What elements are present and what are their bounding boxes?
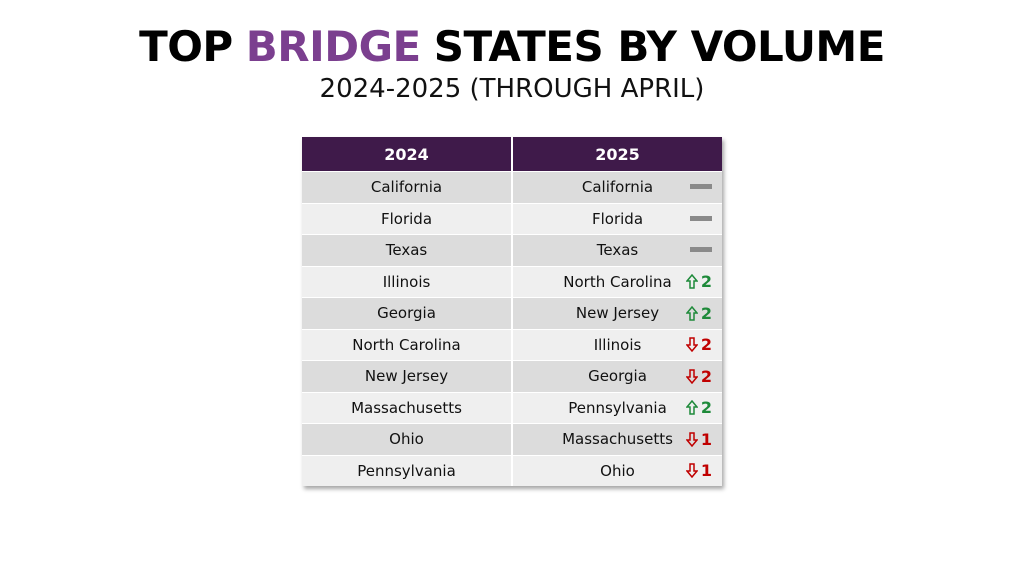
rank-change: 2 [685,361,712,392]
table-row: Texas Texas [302,234,722,266]
arrow-down [685,432,698,447]
rank-change: 2 [685,267,712,298]
state-2025: New Jersey [575,304,660,323]
rank-change: 1 [685,424,712,455]
state-2025: Texas [596,241,639,260]
state-2025-cell: Georgia 2 [511,361,722,392]
table-body: California California Florida Florida Texas T… [302,171,722,486]
state-2025: Georgia [588,367,647,386]
rank-change [690,204,712,235]
subtitle: 2024-2025 (THROUGH APRIL) [319,74,705,104]
rank-change-amount: 2 [700,303,712,323]
table-row: Georgia New Jersey 2 [302,297,722,329]
state-2025-cell: Massachusetts 1 [511,424,722,455]
arrow-down [685,369,698,384]
state-2024: Georgia [377,304,436,323]
state-2025: North Carolina [563,272,672,291]
table: 2024 2025 California California Florida Flo… [302,137,722,486]
state-2025: Ohio [600,461,635,480]
state-2024: Illinois [382,272,431,291]
state-2025: California [581,178,654,197]
table-row: Massachusetts Pennsylvania 2 [302,391,722,424]
column-header: 2025 [511,137,722,171]
state-2025: Florida [591,209,644,228]
rank-change: 2 [685,330,712,361]
rank-change-amount: 2 [700,398,712,418]
state-2025-cell: New Jersey 2 [511,298,722,329]
table-row: California California [302,171,722,203]
table-header: 2024 2025 [302,137,722,171]
state-2025-cell: Texas [511,235,722,266]
no-change-icon [690,184,712,190]
state-2024: Texas [385,241,428,260]
rank-change-amount: 1 [700,461,712,481]
no-change-icon [690,247,712,253]
no-change-icon [690,215,712,221]
arrow-up [685,274,698,289]
state-2024: Ohio [389,430,424,449]
state-2024: North Carolina [352,335,461,354]
arrow-up [685,305,698,321]
state-2025: Illinois [593,335,642,354]
state-2025: Massachusetts [562,430,673,449]
rank-change-amount: 1 [700,429,712,449]
title-highlight: BRIDGE [245,22,422,71]
arrow-down [685,463,698,479]
rank-change-amount: 2 [700,366,712,386]
state-2025-cell: Illinois 2 [511,329,722,361]
arrow-up [685,400,698,415]
state-2024: California [370,178,443,197]
rank-change: 2 [685,298,712,329]
state-2025-cell: Ohio 1 [511,455,722,487]
title-part: TOP [139,22,233,71]
rank-change-amount: 2 [700,272,712,292]
table-row: Florida Florida [302,202,722,235]
table-row: Pennsylvania Ohio 1 [302,454,722,487]
state-2025-cell: North Carolina 2 [511,266,722,298]
rank-change: 2 [685,393,712,424]
state-2024: Pennsylvania [357,461,456,480]
rank-change: 1 [685,456,712,487]
rank-change [690,235,712,266]
table-row: Ohio Massachusetts 1 [302,423,722,455]
table-row: Illinois North Carolina 2 [302,265,722,298]
state-2025: Pennsylvania [568,398,667,417]
title: TOP BRIDGE STATES BY VOLUME [0,22,1024,71]
state-2025-cell: Florida [511,203,722,235]
state-2024: Massachusetts [351,398,462,417]
state-2024: Florida [380,209,433,228]
title-part: STATES BY VOLUME [433,22,886,71]
table-row: New Jersey Georgia 2 [302,360,722,392]
column-header: 2024 [384,144,429,164]
rank-change [690,172,712,203]
table-row: North Carolina Illinois 2 [302,328,722,361]
rank-change-amount: 2 [700,335,712,355]
state-2024: New Jersey [364,367,449,386]
arrow-down [685,337,698,353]
state-2025-cell: Pennsylvania 2 [511,392,722,424]
state-2025-cell: California [511,172,722,203]
